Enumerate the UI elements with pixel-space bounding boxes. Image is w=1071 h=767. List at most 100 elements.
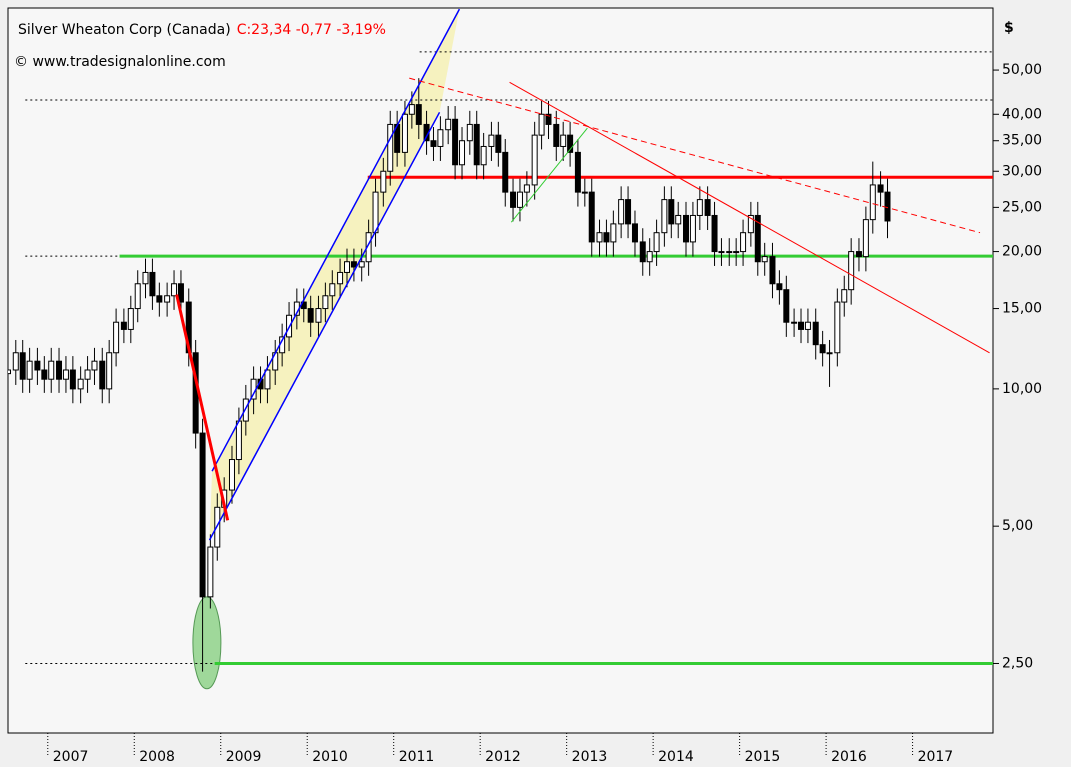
candle-body bbox=[408, 104, 415, 115]
x-tick-label: 2007 bbox=[53, 749, 89, 765]
candle-body bbox=[603, 232, 610, 243]
candle-body bbox=[437, 129, 444, 147]
candle-body bbox=[553, 123, 560, 147]
candle-body bbox=[754, 214, 761, 263]
candle-body bbox=[365, 232, 372, 263]
candle-body bbox=[689, 214, 696, 243]
candle-body bbox=[574, 151, 581, 193]
candle-body bbox=[545, 113, 552, 125]
candle-body bbox=[733, 251, 740, 254]
candle-body bbox=[69, 369, 76, 390]
y-tick-label: 25,00 bbox=[1002, 199, 1042, 215]
candle-body bbox=[473, 123, 480, 166]
y-axis-label: $ bbox=[1004, 20, 1014, 36]
candle-body bbox=[761, 256, 768, 263]
candle-body bbox=[581, 191, 588, 194]
candle-body bbox=[668, 199, 675, 225]
y-tick-label: 35,00 bbox=[1002, 133, 1042, 149]
candle-body bbox=[826, 352, 833, 355]
candle-body bbox=[380, 170, 387, 193]
candle-body bbox=[445, 118, 452, 131]
candle-body bbox=[747, 214, 754, 234]
x-tick-label: 2014 bbox=[658, 749, 694, 765]
trendline bbox=[409, 77, 981, 234]
candle-body bbox=[523, 184, 530, 193]
x-tick-label: 2009 bbox=[226, 749, 262, 765]
candle-body bbox=[834, 301, 841, 354]
candle-body bbox=[315, 308, 322, 323]
candle-body bbox=[696, 199, 703, 216]
candle-body bbox=[502, 151, 509, 193]
candle-body bbox=[26, 360, 33, 380]
candle-body bbox=[531, 134, 538, 186]
trendline bbox=[175, 294, 230, 521]
candle-body bbox=[34, 360, 41, 371]
candle-body bbox=[171, 283, 178, 297]
trendline bbox=[509, 81, 990, 354]
candle-body bbox=[639, 241, 646, 263]
candle-body bbox=[798, 321, 805, 330]
candle-body bbox=[704, 199, 711, 216]
candle-body bbox=[877, 184, 884, 193]
copyright: © www.tradesignalonline.com bbox=[14, 54, 226, 70]
x-tick-label: 2015 bbox=[745, 749, 781, 765]
candle-body bbox=[41, 369, 48, 380]
candle-body bbox=[625, 199, 632, 225]
candle-body bbox=[19, 352, 26, 380]
candle-body bbox=[653, 232, 660, 253]
candle-body bbox=[358, 261, 365, 268]
candle-body bbox=[307, 308, 314, 323]
quote: C:23,34 -0,77 -3,19% bbox=[237, 22, 386, 38]
candle-body bbox=[466, 123, 473, 142]
y-tick-label: 30,00 bbox=[1002, 163, 1042, 179]
candle-body bbox=[596, 232, 603, 243]
candle-body bbox=[12, 352, 19, 371]
candle-body bbox=[242, 398, 249, 422]
candle-body bbox=[510, 191, 517, 208]
candle-body bbox=[804, 321, 811, 330]
candle-body bbox=[337, 271, 344, 285]
candle-body bbox=[177, 283, 184, 303]
candle-body bbox=[560, 134, 567, 147]
candle-body bbox=[264, 369, 271, 390]
candle-body bbox=[142, 271, 149, 285]
candle-body bbox=[618, 199, 625, 225]
candle-body bbox=[495, 134, 502, 153]
candle-body bbox=[884, 191, 891, 222]
candle-body bbox=[588, 191, 595, 243]
candle-body bbox=[430, 140, 437, 147]
candle-body bbox=[726, 251, 733, 254]
y-tick-label: 40,00 bbox=[1002, 106, 1042, 122]
candle-body bbox=[235, 420, 242, 461]
candle-body bbox=[819, 344, 826, 354]
candle-body bbox=[610, 223, 617, 243]
candle-body bbox=[631, 223, 638, 243]
candle-body bbox=[740, 232, 747, 253]
channel-line bbox=[211, 8, 461, 472]
y-tick-label: 50,00 bbox=[1002, 62, 1042, 78]
candle-body bbox=[113, 321, 120, 354]
candle-body bbox=[387, 123, 394, 172]
candle-body bbox=[401, 113, 408, 153]
candle-body bbox=[776, 283, 783, 291]
candle-body bbox=[48, 360, 55, 380]
y-tick-label: 5,00 bbox=[1002, 518, 1033, 534]
candle-body bbox=[127, 308, 134, 330]
candle-body bbox=[848, 251, 855, 291]
x-tick-label: 2010 bbox=[312, 749, 348, 765]
candle-body bbox=[567, 134, 574, 153]
candle-body bbox=[77, 378, 84, 390]
candle-body bbox=[718, 251, 725, 254]
candle-body bbox=[675, 214, 682, 225]
candle-body bbox=[538, 113, 545, 136]
candle-body bbox=[646, 251, 653, 263]
candle-body bbox=[661, 199, 668, 234]
candle-body bbox=[156, 295, 163, 303]
candle-body bbox=[459, 140, 466, 166]
low-highlight bbox=[192, 596, 222, 690]
candle-body bbox=[488, 134, 495, 147]
trendline bbox=[510, 127, 588, 223]
candle-body bbox=[207, 546, 214, 598]
candle-body bbox=[869, 184, 876, 221]
